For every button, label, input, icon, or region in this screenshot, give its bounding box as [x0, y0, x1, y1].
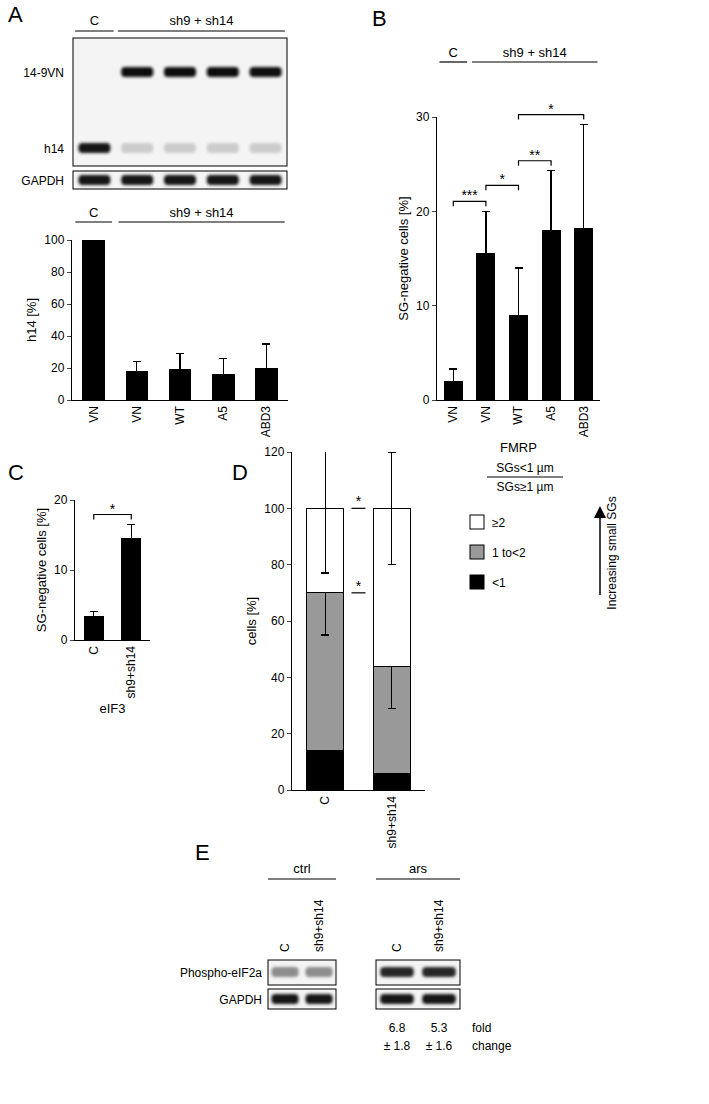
svg-text:0: 0: [278, 783, 285, 797]
svg-text:VN: VN: [87, 406, 101, 423]
svg-text:sh9+sh14: sh9+sh14: [432, 899, 446, 952]
svg-text:20: 20: [271, 727, 285, 741]
svg-text:60: 60: [51, 297, 65, 311]
svg-text:Increasing small SGs: Increasing small SGs: [605, 496, 619, 609]
svg-text:ABD3: ABD3: [259, 406, 273, 438]
svg-text:cells [%]: cells [%]: [244, 597, 259, 645]
svg-text:± 1.8: ± 1.8: [384, 1039, 411, 1053]
svg-text:10: 10: [416, 299, 430, 313]
svg-text:*: *: [356, 493, 362, 509]
svg-text:C: C: [8, 460, 24, 485]
svg-text:40: 40: [51, 329, 65, 343]
svg-text:GAPDH: GAPDH: [219, 993, 262, 1007]
svg-text:VN: VN: [130, 406, 144, 423]
svg-text:fold: fold: [472, 1021, 491, 1035]
svg-text:40: 40: [271, 671, 285, 685]
svg-text:VN: VN: [479, 406, 493, 423]
svg-text:± 1.6: ± 1.6: [426, 1039, 453, 1053]
svg-text:1 to<2: 1 to<2: [492, 546, 526, 560]
svg-text:E: E: [195, 840, 210, 865]
svg-text:sh9 + sh14: sh9 + sh14: [503, 45, 567, 60]
svg-text:80: 80: [51, 265, 65, 279]
svg-text:WT: WT: [173, 405, 187, 424]
svg-text:change: change: [472, 1039, 512, 1053]
svg-text:20: 20: [54, 493, 68, 507]
svg-text:A: A: [8, 2, 23, 27]
svg-text:*: *: [110, 501, 116, 517]
svg-text:10: 10: [54, 563, 68, 577]
svg-text:sh9 + sh14: sh9 + sh14: [169, 13, 233, 28]
svg-text:30: 30: [416, 110, 430, 124]
svg-text:A5: A5: [216, 406, 230, 421]
svg-text:h14 [%]: h14 [%]: [24, 298, 39, 342]
svg-text:D: D: [232, 460, 248, 485]
svg-text:WT: WT: [511, 405, 525, 424]
svg-text:A5: A5: [544, 406, 558, 421]
svg-text:C: C: [318, 796, 332, 805]
svg-text:C: C: [278, 943, 292, 952]
svg-text:14-9VN: 14-9VN: [23, 66, 64, 80]
svg-text:***: ***: [461, 187, 478, 203]
svg-text:h14: h14: [44, 142, 64, 156]
svg-text:*: *: [356, 578, 362, 594]
svg-text:SGs≥1 µm: SGs≥1 µm: [497, 480, 554, 494]
svg-text:*: *: [548, 101, 554, 117]
svg-text:*: *: [499, 171, 505, 187]
svg-text:B: B: [372, 6, 387, 31]
svg-text:5.3: 5.3: [431, 1021, 448, 1035]
svg-text:ABD3: ABD3: [577, 406, 591, 438]
svg-text:C: C: [449, 45, 458, 60]
svg-text:SG-negative cells [%]: SG-negative cells [%]: [34, 508, 49, 632]
svg-text:GAPDH: GAPDH: [21, 174, 64, 188]
svg-text:0: 0: [423, 393, 430, 407]
svg-text:**: **: [529, 147, 540, 163]
svg-text:0: 0: [58, 393, 65, 407]
svg-text:<1: <1: [492, 576, 506, 590]
svg-text:sh9+sh14: sh9+sh14: [385, 796, 399, 849]
svg-text:≥2: ≥2: [492, 516, 506, 530]
svg-text:SG-negative cells [%]: SG-negative cells [%]: [396, 196, 411, 320]
svg-text:sh9 + sh14: sh9 + sh14: [170, 205, 234, 220]
svg-text:eIF3: eIF3: [99, 701, 125, 716]
svg-text:sh9+sh14: sh9+sh14: [124, 646, 138, 699]
svg-text:80: 80: [271, 558, 285, 572]
svg-text:0: 0: [61, 633, 68, 647]
svg-text:sh9+sh14: sh9+sh14: [312, 899, 326, 952]
svg-text:Phospho-eIF2a: Phospho-eIF2a: [180, 966, 262, 980]
svg-text:ars: ars: [409, 861, 428, 876]
svg-text:ctrl: ctrl: [293, 861, 310, 876]
svg-text:C: C: [87, 646, 101, 655]
svg-text:VN: VN: [446, 406, 460, 423]
svg-text:6.8: 6.8: [389, 1021, 406, 1035]
svg-text:100: 100: [44, 233, 64, 247]
svg-text:100: 100: [264, 502, 284, 516]
svg-text:SGs<1 µm: SGs<1 µm: [496, 461, 553, 475]
svg-text:60: 60: [271, 614, 285, 628]
svg-text:20: 20: [416, 205, 430, 219]
svg-text:FMRP: FMRP: [500, 440, 537, 455]
svg-text:C: C: [89, 205, 98, 220]
svg-text:C: C: [390, 943, 404, 952]
svg-text:C: C: [90, 13, 99, 28]
svg-text:20: 20: [51, 361, 65, 375]
svg-text:120: 120: [264, 445, 284, 459]
